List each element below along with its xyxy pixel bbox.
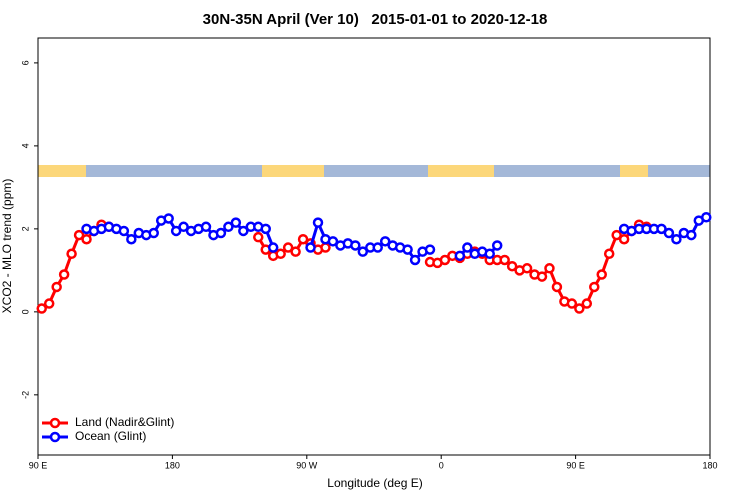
data-point [596,269,607,280]
data-point [439,254,451,266]
data-point [58,269,70,280]
data-point [372,242,383,253]
data-point [51,281,62,293]
data-point [81,233,92,245]
data-point [327,236,339,247]
data-point [379,236,391,247]
x-tick-label: 90 E [566,460,585,470]
data-point [603,248,615,260]
data-point [574,303,585,314]
land-patch [38,165,86,177]
land-mask [38,165,710,177]
data-point [499,254,510,266]
data-point [126,233,137,245]
data-point [521,263,533,274]
data-point [223,221,234,233]
data-point [454,250,466,262]
plot-frame [37,37,711,456]
data-point [118,225,130,237]
data-point [357,246,369,257]
data-point [618,233,630,245]
data-point [305,242,316,253]
data-point [402,244,413,255]
data-point [36,303,47,314]
data-point [424,244,436,255]
data-point [267,242,279,253]
x-tick-label: 0 [439,460,444,470]
ocean-band [38,165,710,177]
data-point [544,263,555,274]
data-point [686,229,697,241]
x-tick-label: 180 [165,460,180,470]
data-point [536,271,548,282]
data-point [312,217,324,228]
data-point [238,225,249,237]
y-tick-label: 2 [20,226,30,231]
legend-marker [49,417,61,429]
data-point [253,231,264,243]
data-point [43,298,55,309]
land-patch [262,165,324,177]
y-axis-label: XCO2 - MLO trend (ppm) [0,179,14,314]
land-patch [428,165,494,177]
data-point [589,281,600,293]
data-point [656,223,667,235]
data-point [290,246,301,257]
data-point [581,298,593,309]
y-tick-label: -2 [20,391,30,399]
data-point [663,227,675,239]
chart-title: 30N-35N April (Ver 10) 2015-01-01 to 202… [203,11,548,28]
data-point [215,227,227,239]
x-axis-label: Longitude (deg E) [327,476,422,490]
data-point [148,227,159,239]
data-point [73,229,85,241]
y-tick-label: 4 [20,143,30,148]
land-patch [620,165,648,177]
data-point [409,254,421,266]
data-point [506,260,518,272]
x-tick-label: 90 W [296,460,318,470]
data-point [491,240,503,251]
data-point [66,248,77,260]
data-point [320,242,331,253]
data-point [230,217,242,228]
data-point [462,242,473,253]
x-tick-label: 180 [702,460,717,470]
data-point [200,221,212,233]
data-point [282,242,294,253]
x-tick-label: 90 E [29,460,48,470]
data-point [701,211,712,223]
data-point [350,240,361,251]
y-tick-label: 6 [20,60,30,65]
data-point [163,213,174,224]
legend-marker [49,431,61,443]
data-point [611,229,622,241]
data-point [566,298,578,309]
data-point [275,248,286,260]
y-tick-label: 0 [20,309,30,314]
data-point [484,248,495,260]
legend-text: Land (Nadir&Glint) [75,415,174,429]
data-point [170,225,182,237]
legend-text: Ocean (Glint) [75,429,146,443]
data-point [551,281,563,293]
data-point [178,221,189,233]
data-point [260,223,271,235]
data-point [671,233,682,245]
data-point [297,233,309,245]
